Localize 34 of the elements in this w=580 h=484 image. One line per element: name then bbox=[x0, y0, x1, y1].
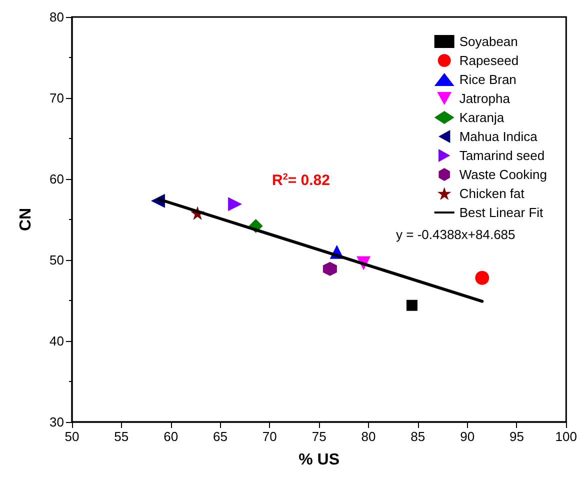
legend-label: Waste Cooking bbox=[459, 167, 548, 182]
y-tick-label: 40 bbox=[50, 334, 64, 348]
y-tick-label: 70 bbox=[50, 90, 64, 106]
x-tick-label: 100 bbox=[555, 429, 578, 444]
point bbox=[406, 300, 418, 311]
x-axis-title: % US bbox=[298, 452, 340, 468]
point bbox=[475, 270, 490, 285]
legend-label: Tamarind seed bbox=[459, 148, 545, 163]
annotation: y = -0.4388x+84.685 bbox=[396, 227, 516, 242]
x-tick-label: 75 bbox=[312, 429, 326, 444]
y-tick-label: 30 bbox=[50, 414, 64, 430]
legend-label: Rapeseed bbox=[459, 53, 519, 68]
x-tick-label: 65 bbox=[213, 429, 228, 444]
point bbox=[228, 197, 242, 212]
legend-label: Best Linear Fit bbox=[459, 205, 544, 220]
x-tick-label: 55 bbox=[114, 429, 129, 444]
x-tick-label: 50 bbox=[64, 429, 80, 444]
legend-label: Chicken fat bbox=[459, 186, 525, 201]
legend-label: Rice Bran bbox=[459, 72, 516, 87]
y-tick-label: 60 bbox=[50, 172, 64, 186]
x-tick-label: 70 bbox=[262, 429, 277, 444]
x-tick-label: 60 bbox=[164, 429, 178, 444]
legend-label: Karanja bbox=[459, 110, 505, 125]
point bbox=[322, 262, 337, 276]
y-tick-label: 80 bbox=[50, 10, 64, 24]
x-tick-label: 90 bbox=[460, 429, 475, 444]
x-tick-label: 80 bbox=[361, 429, 376, 444]
legend-label: Soyabean bbox=[459, 34, 518, 49]
legend-label: Jatropha bbox=[459, 91, 511, 106]
legend-label: Mahua Indica bbox=[459, 129, 538, 144]
y-axis-title: CN bbox=[18, 208, 34, 232]
y-tick-label: 50 bbox=[50, 252, 64, 268]
x-tick-label: 85 bbox=[410, 429, 426, 444]
x-tick-label: 95 bbox=[510, 429, 524, 444]
